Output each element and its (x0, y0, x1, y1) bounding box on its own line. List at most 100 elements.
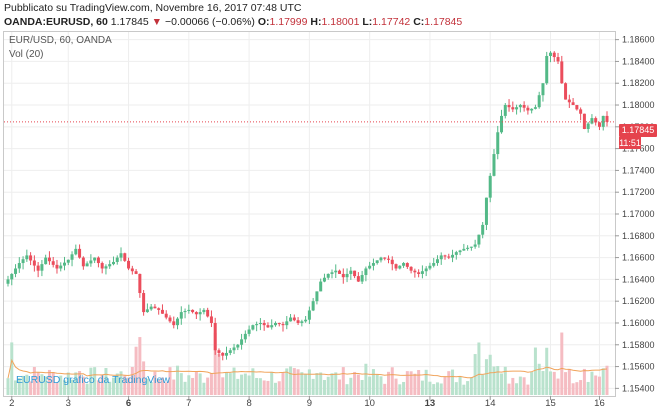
y-tick-label: 1.16000 (622, 318, 655, 328)
candle-body (428, 265, 432, 269)
candle-body (44, 257, 48, 265)
candle-body (225, 352, 229, 356)
high-value: 1.18001 (321, 16, 360, 28)
last-price-tag: 1.17845 (619, 124, 657, 137)
volume-bar (236, 378, 240, 395)
tradingview-watermark[interactable]: EURUSD grafico da TradingView (16, 374, 170, 386)
candle-body (311, 301, 315, 311)
candle-body (341, 273, 345, 278)
candle-body (127, 260, 131, 269)
candle-body (176, 318, 180, 326)
candle-body (273, 322, 277, 326)
candle-body (552, 52, 556, 58)
volume-bar (96, 380, 100, 395)
close-label: C: (413, 16, 425, 28)
volume-bar (179, 373, 183, 395)
volume-bar (85, 383, 89, 395)
volume-bar (89, 367, 93, 395)
header-published: Pubblicato su TradingView.com, Novembre … (4, 2, 302, 14)
candle-body (285, 321, 289, 326)
legend-symbol: EUR/USD, 60, OANDA (9, 35, 112, 46)
x-tick-label: 10 (364, 398, 375, 409)
volume-bar (63, 380, 67, 395)
volume-bar (511, 377, 515, 395)
candle-body (503, 105, 507, 116)
volume-bar (394, 378, 398, 395)
candle-body (111, 261, 115, 265)
candle-body (74, 248, 78, 255)
candle-body (383, 257, 387, 259)
x-tick-label: 16 (594, 398, 605, 409)
candle-body (51, 261, 55, 265)
y-tick-label: 1.18000 (622, 100, 655, 110)
candle-body (334, 270, 338, 273)
candle-body (145, 309, 149, 313)
volume-bar (390, 367, 394, 395)
candle-body (198, 312, 202, 315)
candle-body (424, 268, 428, 272)
candle-body (59, 265, 63, 269)
candle-body (364, 268, 368, 276)
volume-bar (349, 377, 353, 395)
candle-body (304, 319, 308, 322)
volume-bar (575, 382, 579, 395)
candle-body (255, 324, 259, 326)
volume-bar (341, 367, 345, 395)
volume-bar (454, 382, 458, 395)
volume-bar (492, 366, 496, 395)
volume-bar (405, 371, 409, 395)
candle-body (368, 265, 372, 269)
volume-bar (221, 377, 225, 395)
candle-body (594, 118, 598, 123)
volume-bar (206, 377, 210, 395)
volume-bar (484, 359, 488, 395)
candle-body (511, 107, 515, 110)
candle-body (63, 262, 67, 266)
volume-bar (194, 371, 198, 395)
volume-bar (548, 371, 552, 395)
candle-body (21, 259, 25, 264)
candle-body (432, 263, 436, 266)
candle-body (217, 350, 221, 353)
y-tick-label: 1.15400 (622, 383, 655, 393)
volume-bar (78, 371, 82, 395)
volume-bar (311, 378, 315, 395)
candle-body (10, 273, 14, 280)
candle-body (454, 252, 458, 255)
volume-bar (319, 372, 323, 395)
high-label: H: (310, 16, 322, 28)
volume-bar (417, 369, 421, 395)
volume-bar (59, 375, 63, 395)
candle-body (492, 154, 496, 176)
volume-bar (47, 369, 51, 395)
candle-body (315, 291, 319, 302)
y-tick-label: 1.17400 (622, 165, 655, 175)
candle-body (55, 264, 59, 269)
volume-bar (330, 373, 334, 395)
volume-bar (134, 346, 138, 395)
volume-bar (466, 381, 470, 395)
low-value: 1.17742 (372, 16, 411, 28)
candle-body (247, 329, 251, 334)
volume-bar (371, 369, 375, 395)
candle-body (481, 224, 485, 235)
volume-bar (443, 376, 447, 395)
candle-body (398, 265, 402, 269)
volume-bar (507, 383, 511, 395)
volume-bar (300, 372, 304, 395)
candle-body (586, 123, 590, 129)
y-tick-label: 1.18200 (622, 78, 655, 88)
volume-bar (518, 376, 522, 395)
candle-body (488, 175, 492, 198)
volume-bar (564, 372, 568, 395)
candle-body (443, 255, 447, 257)
volume-bar (228, 373, 232, 395)
candle-body (530, 108, 534, 111)
candle-body (556, 57, 560, 62)
candle-body (149, 306, 153, 310)
candle-body (119, 253, 123, 258)
volume-bar (81, 376, 85, 395)
volume-bar (14, 380, 18, 395)
candle-body (548, 52, 552, 56)
